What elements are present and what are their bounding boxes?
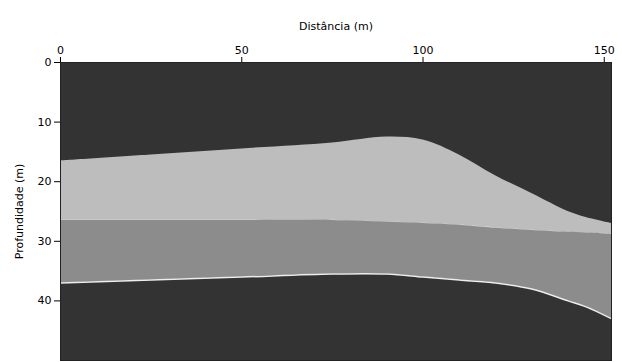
svg-text:50: 50 [235,44,249,57]
svg-text:150: 150 [594,44,615,57]
svg-text:Profundidade (m): Profundidade (m) [13,164,26,260]
svg-text:100: 100 [413,44,434,57]
svg-text:20: 20 [38,175,52,188]
svg-text:0: 0 [57,44,64,57]
svg-text:40: 40 [38,294,52,307]
svg-text:0: 0 [45,56,52,69]
svg-text:30: 30 [38,235,52,248]
svg-text:Distância (m): Distância (m) [299,20,373,33]
svg-text:10: 10 [38,116,52,129]
